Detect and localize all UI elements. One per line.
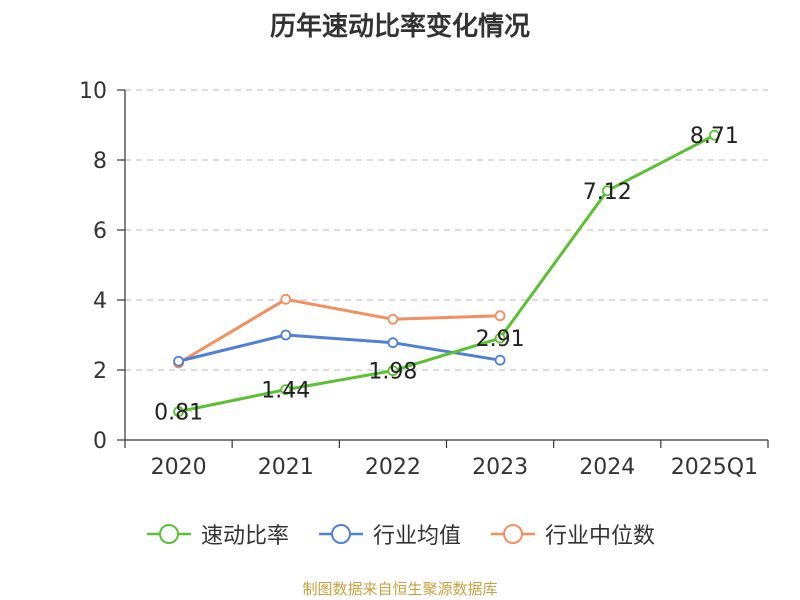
legend-item-1[interactable]: 行业均值 xyxy=(317,518,461,550)
data-point-s0-2025Q1[interactable] xyxy=(709,129,720,141)
x-tick-label-2021: 2021 xyxy=(258,455,314,480)
x-tick-label-2022: 2022 xyxy=(365,455,421,480)
data-point-s2-2022[interactable] xyxy=(387,313,399,325)
series-group xyxy=(173,129,720,418)
y-tick-label-8: 8 xyxy=(93,149,107,174)
y-tick-label-4: 4 xyxy=(93,289,107,314)
y-tick-label-0: 0 xyxy=(93,429,107,454)
data-point-s0-2024[interactable] xyxy=(601,185,613,197)
data-point-s0-2022[interactable] xyxy=(387,365,399,377)
data-point-s0-2021[interactable] xyxy=(280,384,292,396)
legend-swatch-marker-2 xyxy=(503,524,523,544)
series-line-2 xyxy=(177,297,501,365)
data-point-s0-2020[interactable] xyxy=(173,406,184,418)
legend-label-1: 行业均值 xyxy=(372,524,461,549)
legend-swatch-0 xyxy=(146,524,191,544)
legend-label-2: 行业中位数 xyxy=(545,524,656,549)
data-label-2022: 1.98 xyxy=(368,360,417,385)
data-label-2024: 7.12 xyxy=(583,180,632,205)
data-label-2025Q1: 8.71 xyxy=(690,124,739,149)
data-point-s1-2022[interactable] xyxy=(387,337,399,349)
data-point-s2-2021[interactable] xyxy=(280,293,292,305)
data-label-2023: 2.91 xyxy=(476,327,525,352)
legend-item-0[interactable]: 速动比率 xyxy=(145,518,289,550)
y-tick-label-6: 6 xyxy=(93,219,107,244)
axes: 0 2 4 6 8 10 2020 2021 2022 2023 2024 2025Q1 xyxy=(79,79,769,480)
data-point-s1-2023[interactable] xyxy=(494,354,506,366)
legend-swatch-2 xyxy=(491,524,535,544)
legend-label-0: 速动比率 xyxy=(200,524,289,549)
grid-lines xyxy=(125,89,768,371)
data-label-2020: 0.81 xyxy=(154,401,203,426)
chart-title: 历年速动比率变化情况 xyxy=(269,12,530,42)
legend-swatch-marker-0 xyxy=(158,524,179,544)
x-tick-label-2024: 2024 xyxy=(579,455,635,480)
data-point-s0-2023[interactable] xyxy=(494,332,506,344)
x-tick-label-2023: 2023 xyxy=(472,455,528,480)
source-note: 制图数据来自恒生聚源数据库 xyxy=(302,580,498,598)
legend-swatch-marker-1 xyxy=(330,524,351,544)
data-point-s2-2023[interactable] xyxy=(494,310,506,322)
y-tick-label-10: 10 xyxy=(79,79,107,104)
legend-item-2[interactable]: 行业中位数 xyxy=(489,518,655,550)
series-line-0 xyxy=(178,133,716,414)
x-tick-label-2025Q1: 2025Q1 xyxy=(671,455,758,480)
legend-swatch-1 xyxy=(318,524,363,544)
data-label-2021: 1.44 xyxy=(261,379,310,404)
series-line-1 xyxy=(178,333,501,363)
x-tick-label-2020: 2020 xyxy=(151,455,207,480)
data-point-s1-2021[interactable] xyxy=(280,329,292,341)
data-point-s1-2020[interactable] xyxy=(173,355,184,367)
legend: 速动比率 行业均值 行业中位数 xyxy=(0,518,800,550)
y-tick-label-2: 2 xyxy=(93,359,107,384)
data-labels: 0.81 1.44 1.98 2.91 7.12 8.71 xyxy=(154,124,739,426)
